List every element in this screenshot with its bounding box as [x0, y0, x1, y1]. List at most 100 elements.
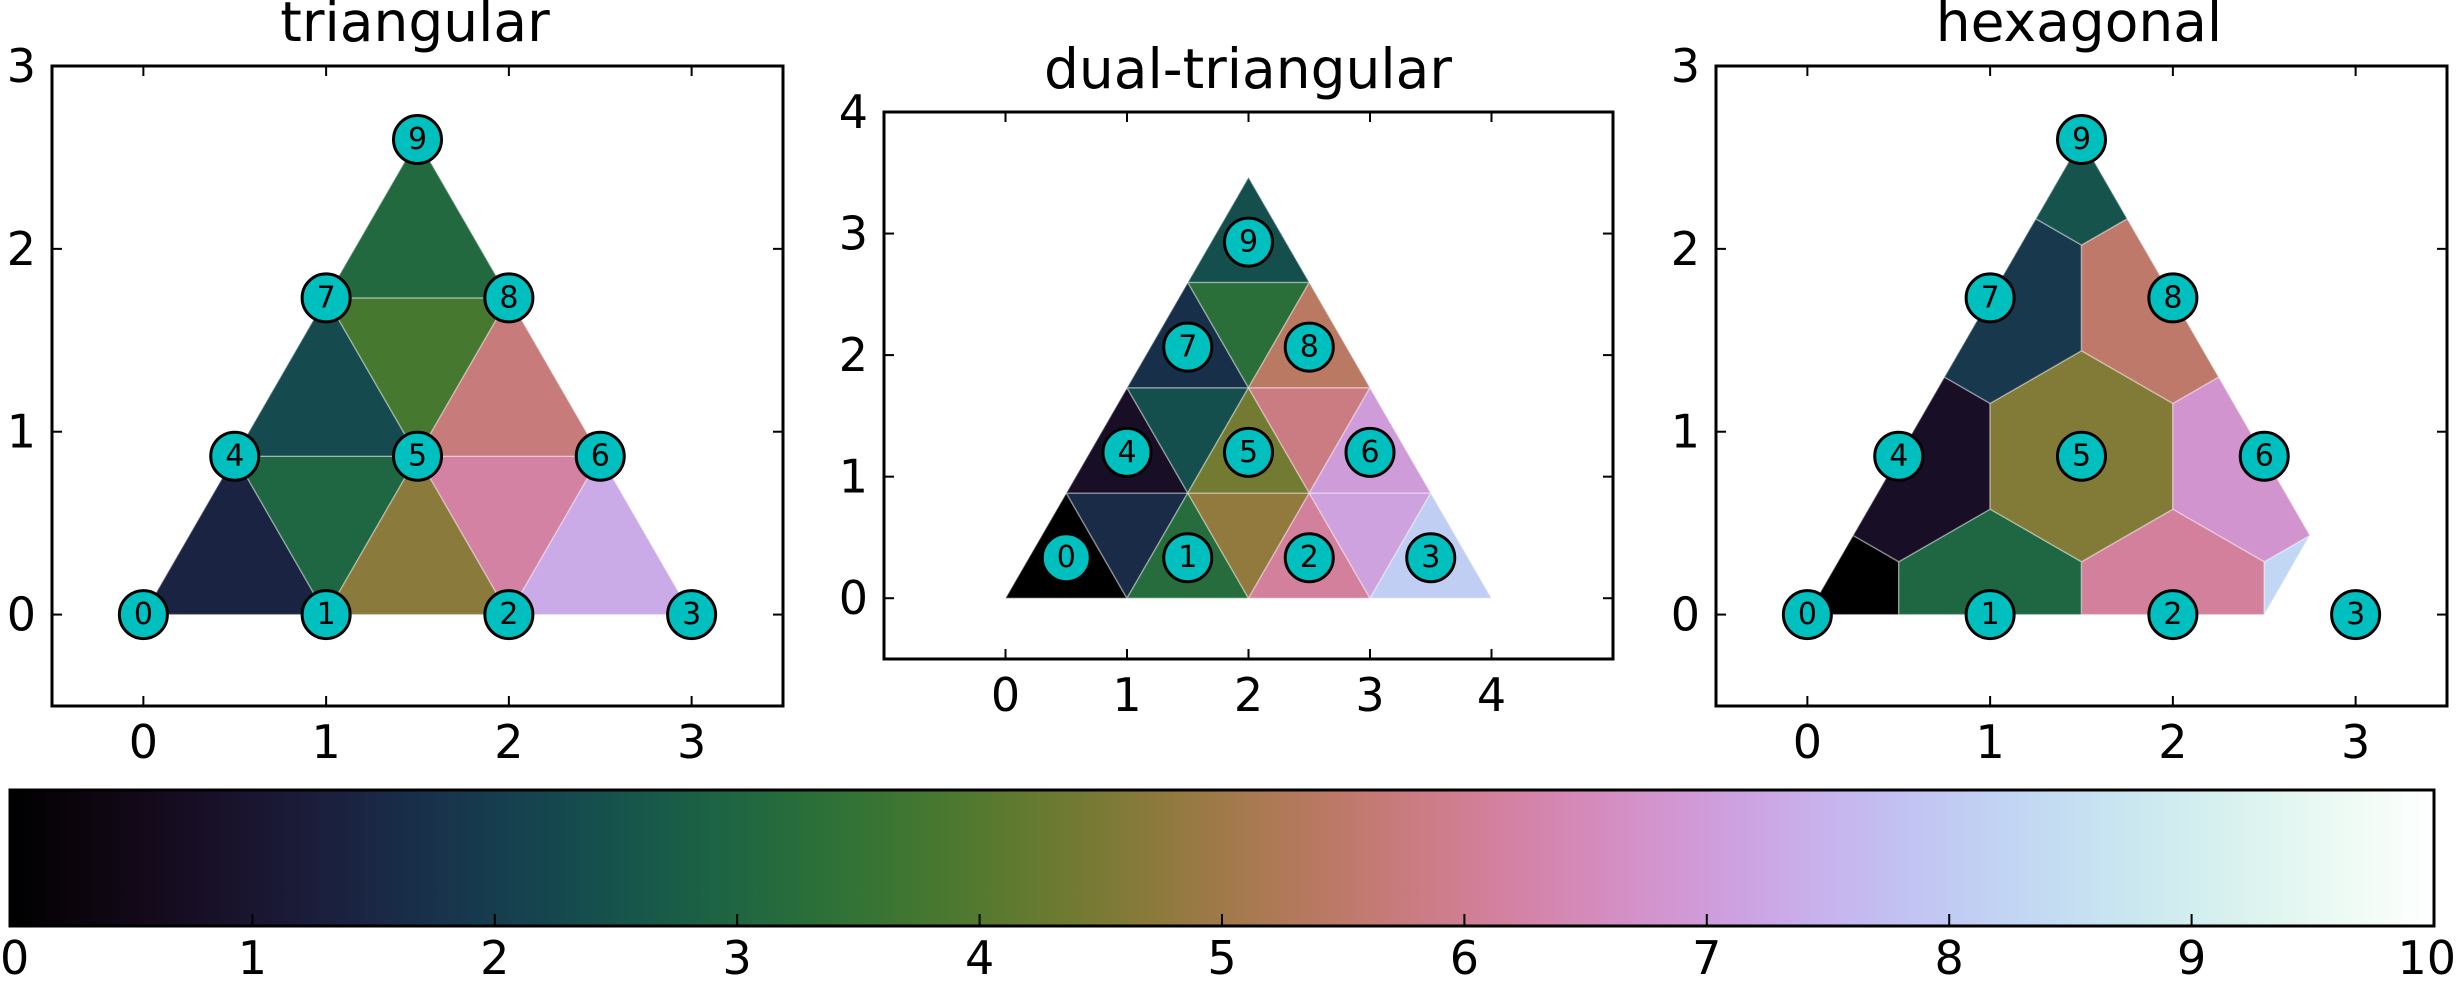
x-tick-label: 3: [1355, 668, 1384, 722]
node-marker: [392, 114, 443, 166]
node-label: 1: [317, 597, 336, 632]
node-marker: [1223, 426, 1274, 478]
node-marker: [574, 430, 626, 482]
node-marker: [1162, 532, 1214, 584]
plot-area-hexagonal: 0 1 2 3 0 1 2 3 0 1 2 3 4 5 6 7 8 9: [1671, 39, 2449, 769]
node-label: 5: [2072, 439, 2091, 474]
colorbar-tick-label: 3: [723, 931, 752, 982]
y-tick-label: 1: [1671, 405, 1700, 459]
plot-area-dual-triangular: 0 1 2 3 4 0 1 2 3 4 0 1 2 3 4 5 6 7 8 9: [839, 85, 1615, 722]
node-label: 6: [1360, 435, 1379, 470]
node-label: 4: [1117, 435, 1136, 470]
colorbar-tick-label: 1: [238, 931, 267, 982]
axes-frame: [1714, 64, 2449, 708]
node-label: 3: [682, 597, 701, 632]
colorbar-tick-label: 0: [0, 931, 29, 982]
y-tick-label: 2: [7, 222, 36, 276]
node-marker: [2147, 589, 2199, 641]
x-tick-label: 2: [494, 715, 523, 769]
node-label: 0: [1057, 540, 1076, 575]
node-label: 8: [2163, 280, 2182, 315]
mesh-cell: [324, 137, 511, 299]
node-marker: [1040, 532, 1092, 584]
node-marker: [300, 272, 352, 324]
x-tick-label: 3: [2341, 715, 2370, 769]
node-label: 9: [2072, 122, 2091, 157]
node-label: 3: [2346, 597, 2365, 632]
y-tick-label: 3: [1671, 39, 1700, 93]
y-tick-label: 0: [7, 588, 36, 642]
node-label: 2: [499, 597, 518, 632]
y-tick-label: 0: [839, 571, 868, 625]
x-tick-label: 0: [1793, 715, 1822, 769]
mesh-cell: [142, 454, 328, 616]
node-marker: [1873, 430, 1925, 482]
node-marker: [1781, 589, 1833, 641]
mesh-cell: [2034, 137, 2129, 246]
node-marker: [209, 430, 261, 482]
node-marker: [1162, 321, 1214, 373]
node-marker: [2238, 430, 2290, 482]
node-label: 2: [1300, 540, 1319, 575]
node-marker: [117, 589, 169, 641]
node-label: 4: [1889, 439, 1908, 474]
node-marker: [1405, 532, 1457, 584]
mesh-cell: [2263, 533, 2312, 618]
colorbar-tick-label: 7: [1692, 931, 1721, 982]
node-marker: [1223, 216, 1274, 268]
panel-triangular: triangular 0 1 2 3 0 1 2 3 0 1 2 3 4 5 6 7 8 9: [7, 0, 785, 769]
x-tick-label: 0: [129, 715, 158, 769]
x-tick-label: 0: [991, 668, 1020, 722]
node-label: 1: [1178, 540, 1197, 575]
node-marker: [1283, 532, 1335, 584]
node-label: 3: [1421, 540, 1440, 575]
x-tick-label: 2: [1234, 668, 1263, 722]
colorbar-tick-label: 8: [1935, 931, 1964, 982]
node-marker: [2147, 272, 2199, 324]
x-tick-label: 1: [311, 715, 340, 769]
x-tick-label: 2: [2158, 715, 2187, 769]
node-label: 0: [134, 597, 153, 632]
colorbar-tick-label: 6: [1450, 931, 1479, 982]
x-tick-label: 4: [1477, 668, 1506, 722]
node-label: 0: [1798, 597, 1817, 632]
node-label: 7: [1981, 280, 2000, 315]
y-tick-label: 4: [839, 85, 868, 139]
colorbar-tick-label: 10: [2397, 931, 2456, 982]
node-label: 8: [499, 280, 518, 315]
colorbar-tick-label: 4: [965, 931, 994, 982]
node-marker: [2056, 430, 2107, 482]
y-tick-label: 2: [1671, 222, 1700, 276]
y-tick-label: 1: [839, 450, 868, 504]
y-tick-label: 3: [7, 39, 36, 93]
mesh-cell: [416, 296, 602, 457]
y-tick-label: 2: [839, 328, 868, 382]
colorbar-tick-label: 2: [480, 931, 509, 982]
mesh-cell: [324, 454, 511, 616]
node-label: 9: [408, 122, 427, 157]
y-tick-label: 0: [1671, 588, 1700, 642]
panel-title: dual-triangular: [1044, 37, 1452, 101]
node-marker: [2056, 114, 2107, 166]
x-tick-label: 1: [1975, 715, 2004, 769]
node-label: 5: [408, 439, 427, 474]
node-marker: [1344, 426, 1396, 478]
node-marker: [1101, 426, 1153, 478]
node-label: 7: [317, 280, 336, 315]
y-tick-label: 3: [839, 207, 868, 261]
node-label: 7: [1178, 330, 1197, 365]
node-label: 6: [591, 439, 610, 474]
node-label: 4: [225, 439, 244, 474]
node-marker: [666, 589, 718, 641]
node-marker: [300, 589, 352, 641]
panel-dual-triangular: dual-triangular 0 1 2 3 4 0 1 2 3 4 0 1 2 3 4 5 6 7 8 9: [839, 37, 1615, 722]
node-label: 5: [1239, 435, 1258, 470]
colorbar: 0 1 2 3 4 5 6 7 8 9 10: [0, 788, 2456, 982]
x-tick-label: 1: [1112, 668, 1141, 722]
colorbar-gradient: [10, 790, 2434, 926]
x-tick-label: 3: [677, 715, 706, 769]
colorbar-tick-label: 5: [1207, 931, 1236, 982]
mesh-cell: [233, 296, 419, 457]
node-marker: [1964, 272, 2016, 324]
node-label: 8: [1300, 330, 1319, 365]
